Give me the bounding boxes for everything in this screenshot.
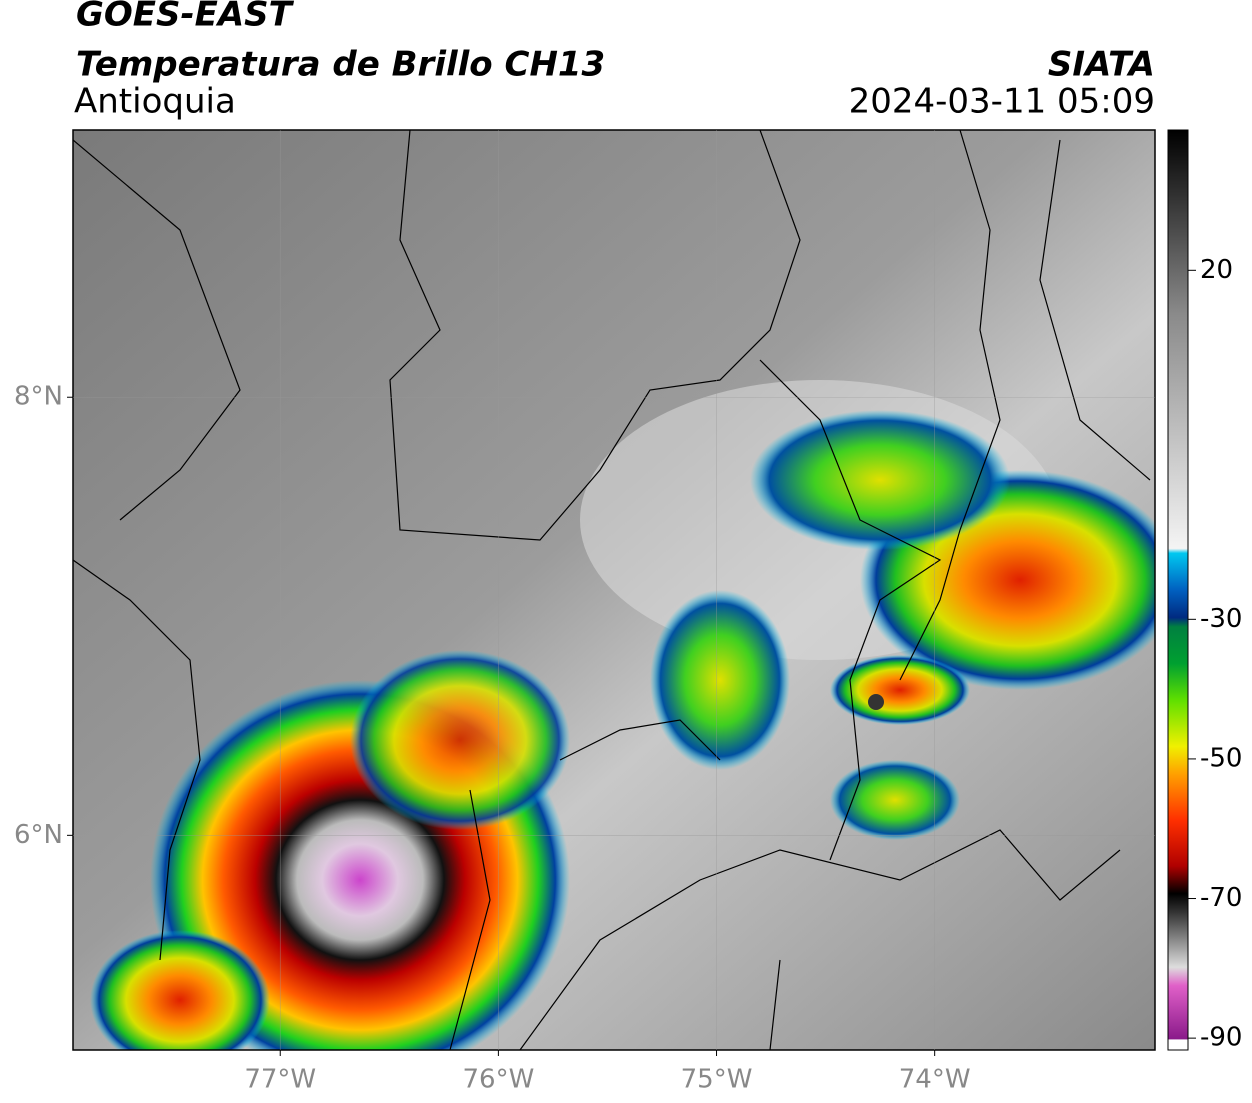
x-tick-label: 75°W (681, 1065, 753, 1095)
colorbar-tick-label: -50 (1200, 743, 1242, 773)
colorbar-tick-label: -90 (1200, 1023, 1242, 1053)
colorbar (1167, 129, 1189, 1051)
colorbar-tick-label: -30 (1200, 604, 1242, 634)
subtitle: Temperatura de Brillo CH13 (76, 45, 605, 85)
colorbar-tick-label: -70 (1200, 883, 1242, 913)
x-tick-label: 76°W (462, 1065, 534, 1095)
colorbar-tick-label: 20 (1200, 255, 1233, 285)
source: SIATA (1048, 45, 1155, 85)
x-tick-label: 74°W (899, 1065, 971, 1095)
title: GOES-EAST (76, 0, 295, 35)
y-tick-label: 6°N (14, 820, 63, 850)
region: Antioquia (74, 82, 236, 122)
y-tick-label: 8°N (14, 382, 63, 412)
imagery (73, 130, 1155, 1050)
map-frame (72, 129, 1156, 1051)
x-tick-label: 77°W (244, 1065, 316, 1095)
datetime: 2024-03-11 05:09 (849, 82, 1155, 122)
